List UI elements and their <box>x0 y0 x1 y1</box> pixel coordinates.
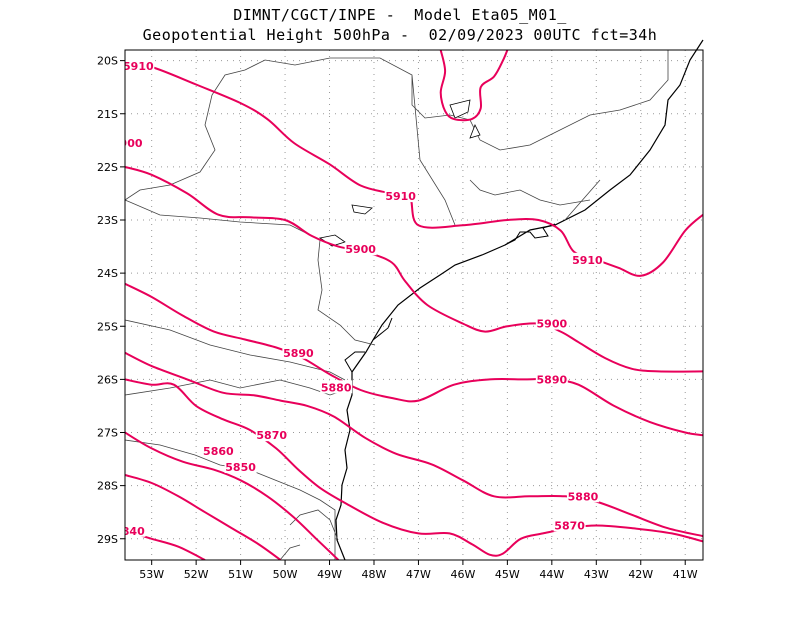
contour-label-bg <box>566 489 599 503</box>
contour-top-fragment <box>439 50 509 122</box>
contour-label-5890: 5890 <box>283 347 314 360</box>
contour-label-5900: 5900 <box>112 137 143 150</box>
lat-tick-label: 29S <box>97 533 118 546</box>
contour-label-5840: 5840 <box>114 525 145 538</box>
lon-tick-label: 51W <box>228 568 253 581</box>
contour-label-bg <box>553 518 586 532</box>
lat-tick-label: 24S <box>97 267 118 280</box>
lon-tick-label: 46W <box>450 568 475 581</box>
contour-label-bg <box>535 316 568 330</box>
contour-5900 <box>125 165 703 373</box>
contour-label-5870: 5870 <box>554 519 585 532</box>
contour-label-bg <box>571 252 604 266</box>
lon-tick-label: 44W <box>539 568 564 581</box>
graticule-grid <box>125 50 703 560</box>
title-line-2: Geopotential Height 500hPa - 02/09/2023 … <box>142 26 658 44</box>
lat-tick-label: 26S <box>97 373 118 386</box>
contour-label-5910: 5910 <box>385 190 416 203</box>
lat-tick-label: 21S <box>97 108 118 121</box>
lat-tick-label: 25S <box>97 320 118 333</box>
height-contours <box>125 50 703 560</box>
contour-label-5900: 5900 <box>537 318 568 331</box>
contour-label-bg <box>384 189 417 203</box>
contour-label-bg <box>125 135 144 149</box>
lat-tick-label: 28S <box>97 480 118 493</box>
contour-label-bg <box>282 345 315 359</box>
contour-label-bg <box>224 460 257 474</box>
contour-label-bg <box>202 444 235 458</box>
contour-label-bg <box>320 380 353 394</box>
lat-tick-label: 23S <box>97 214 118 227</box>
contour-label-5880: 5880 <box>568 490 599 503</box>
lon-tick-label: 47W <box>406 568 431 581</box>
lon-tick-label: 45W <box>495 568 520 581</box>
contour-5850 <box>125 474 282 560</box>
contour-labels: 5910 5910 5910 5900 5900 5900 5890 5890 5880 5880… <box>112 58 604 538</box>
contour-5910 <box>125 62 703 277</box>
contour-5860 <box>125 431 340 560</box>
contour-label-5910: 5910 <box>123 60 154 73</box>
lon-tick-label: 41W <box>673 568 698 581</box>
contour-label-5880: 5880 <box>321 381 352 394</box>
coastline <box>335 39 704 561</box>
lon-tick-label: 43W <box>584 568 609 581</box>
contour-label-5890: 5890 <box>537 373 568 386</box>
title-line-1: DIMNT/CGCT/INPE - Model Eta05_M01_ <box>233 6 567 24</box>
lon-tick-label: 42W <box>628 568 653 581</box>
plot-frame <box>124 49 704 561</box>
contour-label-bg <box>535 372 568 386</box>
lon-tick-label: 49W <box>317 568 342 581</box>
contour-label-5860: 5860 <box>203 445 234 458</box>
lon-tick-label: 53W <box>139 568 164 581</box>
lat-tick-label: 22S <box>97 161 118 174</box>
contour-label-5900: 5900 <box>345 243 376 256</box>
contour-label-bg <box>344 242 377 256</box>
axes: 53W 52W 51W 50W 49W 48W 47W 46W 45W 44W 43W 42W 41W 2… <box>97 55 698 581</box>
contour-label-5850: 5850 <box>225 461 256 474</box>
contour-label-bg <box>255 428 288 442</box>
contour-5870 <box>125 378 703 557</box>
lon-tick-label: 48W <box>362 568 387 581</box>
contour-label-bg <box>125 523 146 537</box>
contour-label-5870: 5870 <box>256 429 287 442</box>
state-borders <box>124 50 669 561</box>
lat-tick-label: 27S <box>97 427 118 440</box>
contour-label-5910: 5910 <box>572 254 603 267</box>
geography-layer <box>124 39 704 561</box>
lakes <box>318 99 481 247</box>
lat-tick-label: 20S <box>97 55 118 68</box>
coastline-bays <box>344 223 556 373</box>
contour-5890 <box>125 282 703 437</box>
lon-tick-label: 52W <box>184 568 209 581</box>
lon-tick-label: 50W <box>273 568 298 581</box>
contour-label-bg <box>125 58 155 72</box>
